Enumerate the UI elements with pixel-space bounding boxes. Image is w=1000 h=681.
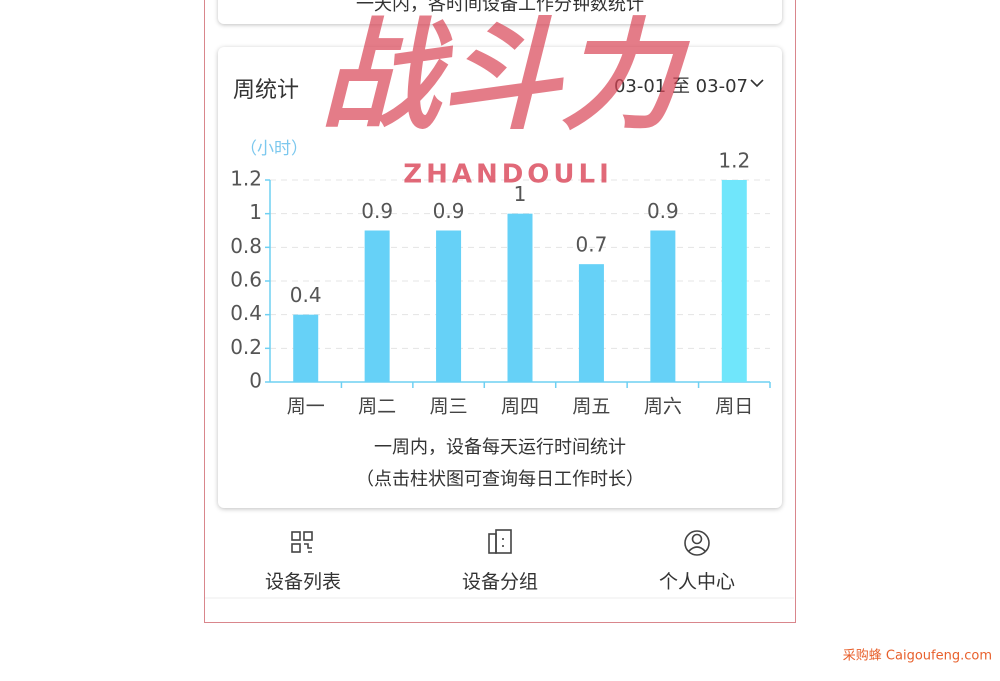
x-tick-label: 周日 — [715, 396, 753, 418]
watermark-title: 战斗力 — [320, 8, 690, 147]
credit: 采购蜂 Caigoufeng.com — [843, 648, 992, 664]
top-card: 一天内，各时间设备工作分钟数统计 — [218, 0, 782, 24]
chart-hint: （点击柱状图可查询每日工作时长） — [356, 469, 644, 490]
chart-caption: 一周内，设备每天运行时间统计 — [374, 437, 626, 458]
nav-item[interactable]: 个人中心 — [658, 571, 735, 593]
nav-item[interactable]: 设备分组 — [461, 571, 538, 593]
nav-item[interactable]: 设备列表 — [264, 571, 341, 593]
bar[interactable] — [507, 213, 533, 382]
y-tick-label: 0.2 — [230, 335, 262, 359]
bar[interactable] — [721, 180, 747, 382]
value-label: 0.9 — [361, 199, 393, 223]
x-tick-label: 周五 — [572, 396, 610, 418]
x-tick-label: 周三 — [430, 396, 468, 418]
x-tick-label: 周六 — [644, 396, 682, 418]
value-label: 0.9 — [433, 199, 465, 223]
chevron[interactable] — [748, 76, 768, 92]
value-label: 0.4 — [290, 283, 322, 307]
y-tick-label: 1 — [249, 200, 262, 224]
x-tick-label: 周二 — [358, 396, 396, 418]
y-tick-label: 1.2 — [230, 167, 262, 191]
bar[interactable] — [293, 314, 319, 382]
unit-label: （小时） — [240, 139, 308, 159]
top-card-caption: 一天内，各时间设备工作分钟数统计 — [356, 0, 644, 15]
x-tick-label: 周一 — [287, 396, 325, 418]
x-tick-label: 周四 — [501, 396, 539, 418]
bar[interactable] — [436, 230, 462, 383]
y-tick-label: 0 — [249, 369, 262, 393]
value-label: 0.7 — [576, 233, 608, 257]
bar[interactable] — [578, 264, 604, 382]
card-title: 周统计 — [233, 78, 300, 103]
phone-frame — [204, 0, 796, 623]
y-tick-label: 0.4 — [230, 301, 262, 325]
date-range[interactable]: 03-01 至 03-07 — [613, 76, 748, 97]
bar[interactable] — [364, 230, 390, 383]
value-label: 1 — [514, 182, 527, 206]
value-label: 1.2 — [718, 149, 750, 173]
bar[interactable] — [650, 230, 676, 383]
watermark-subtitle: ZHANDOULI — [403, 160, 613, 190]
value-label: 0.9 — [647, 199, 679, 223]
nav-icons — [291, 529, 710, 556]
y-tick-label: 0.8 — [230, 234, 262, 258]
y-tick-label: 0.6 — [230, 268, 262, 292]
